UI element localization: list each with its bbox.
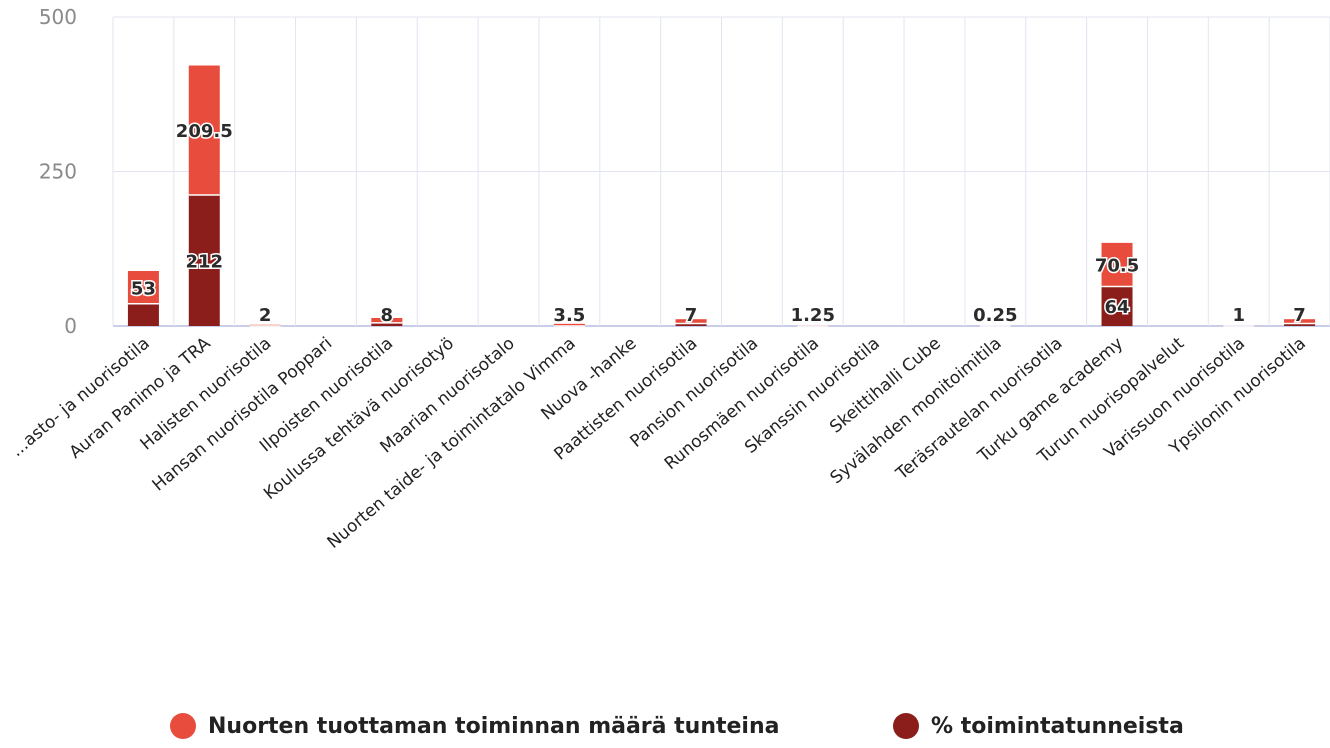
bar-segment (127, 270, 159, 304)
data-labels: 53 209.5 212 2 8 3.5 7 1.25 0.25 70.5 64 1 7 (129, 120, 1307, 328)
data-label: 1 (1232, 305, 1245, 326)
bar-segment (1284, 323, 1316, 326)
legend-swatch-percent (893, 713, 919, 739)
legend: Nuorten tuottaman toiminnan määrä tuntei… (0, 713, 1330, 747)
legend-label-percent: % toimintatunneista (931, 713, 1184, 739)
bar-segment (675, 319, 707, 324)
bar-segment (675, 323, 707, 326)
bar-segment (371, 322, 403, 326)
legend-item-hours[interactable]: Nuorten tuottaman toiminnan määrä tuntei… (170, 713, 779, 739)
data-label: 70.5 (1095, 256, 1139, 277)
bar-segment (1284, 319, 1316, 324)
y-tick-label: 500 (39, 5, 77, 29)
data-label: 1.25 (791, 305, 835, 326)
bar-segment (188, 194, 220, 326)
bar-segment (553, 323, 585, 326)
grid-lines (112, 16, 1330, 327)
bar-segment (188, 65, 220, 195)
y-axis-ticks: 0 250 500 (39, 5, 77, 338)
y-tick-label: 250 (39, 160, 77, 184)
data-label: 0.25 (973, 305, 1017, 326)
legend-label-hours: Nuorten tuottaman toiminnan määrä tuntei… (208, 713, 780, 739)
data-label: 212 (185, 251, 223, 272)
data-label: 8 (381, 305, 394, 326)
bar-segment (1101, 286, 1133, 326)
data-label: 209.5 (176, 121, 233, 142)
data-label: 7 (1293, 305, 1306, 326)
data-label: 7 (685, 305, 698, 326)
x-tick-label: Skeittihalli Cube (826, 334, 945, 438)
data-label: 3.5 (553, 305, 585, 326)
y-tick-label: 0 (64, 314, 77, 338)
data-label: 53 (131, 278, 156, 299)
data-label: 64 (1104, 297, 1129, 318)
bar-segment (127, 303, 159, 326)
legend-item-percent[interactable]: % toimintatunneista (893, 713, 1184, 739)
bar-segment (371, 317, 403, 323)
bars (127, 65, 1316, 327)
bar-segment (1101, 242, 1133, 287)
data-label: 2 (259, 305, 272, 326)
legend-swatch-hours (170, 713, 196, 739)
